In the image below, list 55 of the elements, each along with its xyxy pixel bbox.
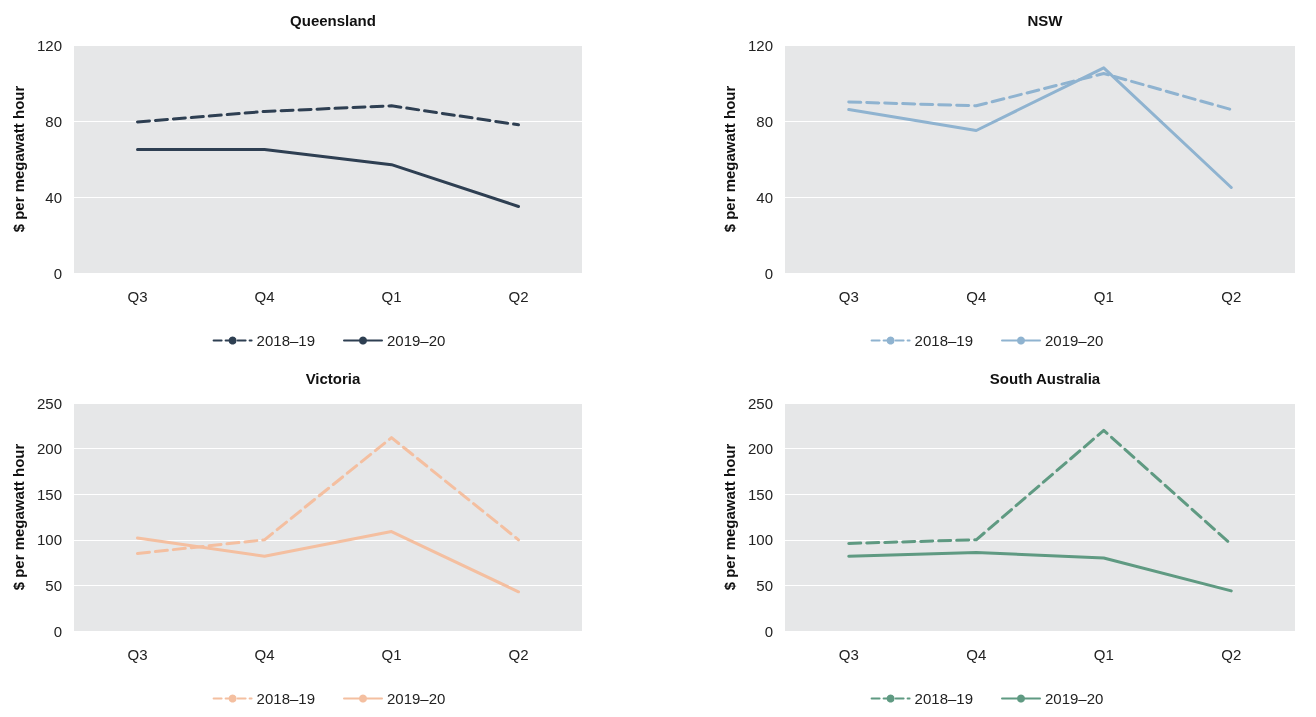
line-series bbox=[847, 551, 1233, 593]
x-tick-label: Q2 bbox=[508, 646, 529, 663]
x-tick-label: Q4 bbox=[966, 288, 987, 305]
x-tick-label: Q3 bbox=[838, 288, 859, 305]
y-tick-label: 120 bbox=[747, 36, 773, 54]
x-tick-label: Q1 bbox=[381, 288, 402, 305]
x-tick-label: Q4 bbox=[966, 646, 987, 663]
legend-label: 2019–20 bbox=[387, 690, 446, 707]
x-tick-label: Q3 bbox=[127, 646, 148, 663]
y-axis-title: $ per megawatt hour bbox=[10, 443, 28, 591]
chart-title: Victoria bbox=[305, 370, 362, 387]
x-tick-label: Q4 bbox=[254, 288, 275, 305]
x-tick-label: Q4 bbox=[254, 646, 275, 663]
y-tick-label: 100 bbox=[747, 531, 773, 549]
y-tick-label: 250 bbox=[36, 394, 62, 412]
y-tick-label: 0 bbox=[764, 264, 773, 282]
x-tick-label: Q2 bbox=[508, 288, 529, 305]
y-tick-label: 200 bbox=[36, 440, 62, 458]
x-tick-label: Q1 bbox=[1093, 288, 1114, 305]
legend-label: 2019–20 bbox=[1045, 332, 1104, 349]
y-axis-title: $ per megawatt hour bbox=[721, 85, 739, 233]
chart-title: South Australia bbox=[989, 370, 1101, 387]
y-tick-label: 80 bbox=[756, 112, 773, 130]
y-axis-title: $ per megawatt hour bbox=[721, 443, 739, 591]
y-axis-title: $ per megawatt hour bbox=[10, 85, 28, 233]
legend-label: 2018–19 bbox=[914, 332, 974, 349]
y-tick-label: 0 bbox=[53, 264, 62, 282]
chart-title: Queensland bbox=[290, 12, 376, 29]
chart-title: NSW bbox=[1027, 12, 1064, 29]
y-tick-label: 100 bbox=[36, 531, 62, 549]
y-tick-label: 50 bbox=[756, 576, 773, 594]
y-tick-label: 250 bbox=[747, 394, 773, 412]
y-tick-label: 50 bbox=[45, 576, 62, 594]
x-tick-label: Q3 bbox=[838, 646, 859, 663]
legend-label: 2019–20 bbox=[387, 332, 446, 349]
y-tick-label: 200 bbox=[747, 440, 773, 458]
legend-label: 2019–20 bbox=[1045, 690, 1104, 707]
y-tick-label: 150 bbox=[747, 485, 773, 503]
legend-label: 2018–19 bbox=[256, 690, 316, 707]
y-tick-label: 150 bbox=[36, 485, 62, 503]
line-series bbox=[136, 104, 520, 127]
x-tick-label: Q3 bbox=[127, 288, 148, 305]
x-tick-label: Q1 bbox=[1093, 646, 1114, 663]
y-tick-label: 0 bbox=[764, 622, 773, 640]
y-tick-label: 0 bbox=[53, 622, 62, 640]
line-series bbox=[847, 66, 1233, 189]
y-tick-label: 40 bbox=[756, 188, 773, 206]
legend-label: 2018–19 bbox=[914, 690, 974, 707]
x-tick-label: Q1 bbox=[381, 646, 402, 663]
x-tick-label: Q2 bbox=[1221, 288, 1242, 305]
y-tick-label: 120 bbox=[36, 36, 62, 54]
y-tick-label: 80 bbox=[45, 112, 62, 130]
x-tick-label: Q2 bbox=[1221, 646, 1242, 663]
y-tick-label: 40 bbox=[45, 188, 62, 206]
legend-label: 2018–19 bbox=[256, 332, 316, 349]
